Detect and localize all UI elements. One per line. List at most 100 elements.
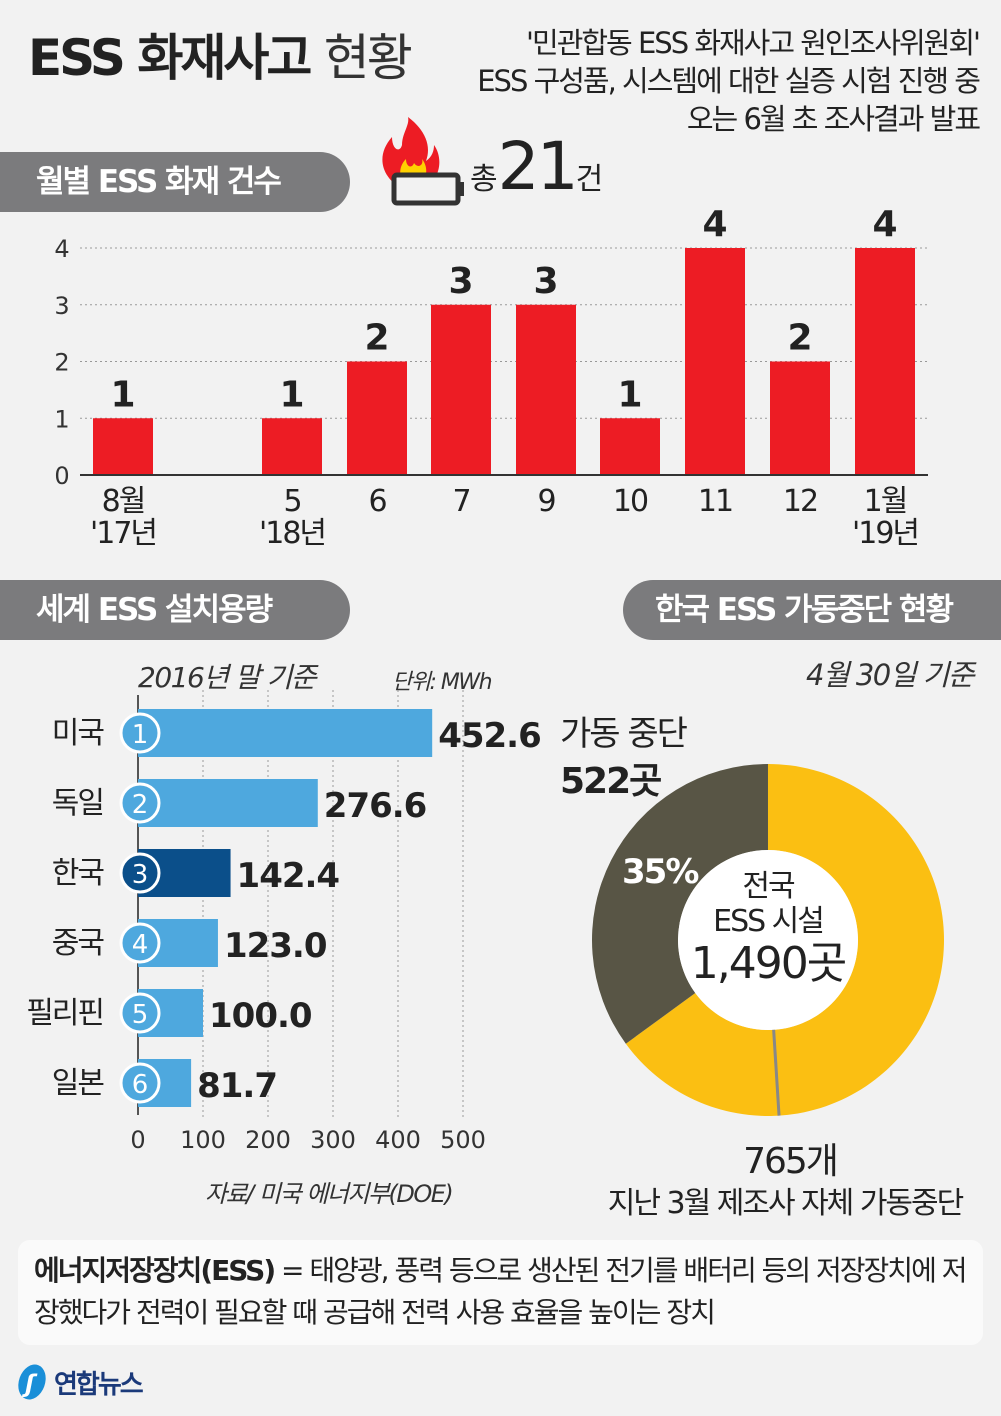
rank-number: 4 [132,930,149,960]
x-tick-label: 7 [452,484,469,519]
data-label: 4 [702,204,727,245]
source-note: 자료/ 미국 에너지부(DOE) [205,1180,454,1208]
y-tick-label: 2 [54,349,69,377]
subtitle: '민관합동 ESS 화재사고 원인조사위원회' ESS 구성품, 시스템에 대한… [477,24,981,138]
x-tick-label: 400 [375,1126,421,1154]
bar [431,304,491,475]
bar [262,418,322,475]
stopped-label: 가동 중단 [560,714,688,754]
slice-operating [625,764,944,1116]
category-label: 독일 [52,786,103,821]
slice-stopped [592,764,768,1044]
value-label: 142.4 [237,856,340,896]
bar [138,709,433,757]
total-fires: 총21건 [470,128,603,205]
section-header-korea-shutdown: 한국 ESS 가동중단 현황 [623,580,1001,640]
data-label: 1 [279,374,304,415]
rank-number: 2 [132,790,149,820]
rank-number: 5 [132,1000,149,1030]
x-tick-label: 300 [310,1126,356,1154]
x-tick-label: 200 [245,1126,291,1154]
x-tick-label: 6 [368,484,386,519]
logo-text: 연합뉴스 [54,1369,144,1400]
title-bold: ESS 화재사고 [28,29,312,87]
bar [516,304,576,475]
data-label: 1 [617,374,642,415]
rank-badge [119,922,161,964]
x-tick-label: 9 [537,484,554,519]
rank-badge [119,992,161,1034]
subtitle-line: 오는 6월 초 조사결과 발표 [686,102,981,136]
title-light: 현황 [323,29,413,87]
definition-text: = 태양광, 풍력 등으로 생산된 전기를 배터리 등의 저장장치에 저장했다가… [34,1254,967,1329]
shutdown-donut-chart [592,764,944,1116]
x-tick-label: 100 [180,1126,226,1154]
section-header-monthly-fires: 월별 ESS 화재 건수 [0,152,350,212]
x-tick-label: 12 [783,484,817,519]
yonhap-logo-icon: ʃ [18,1364,46,1400]
rank-badge [119,782,161,824]
x-tick-label: 10 [613,484,648,519]
bar [770,361,830,475]
rank-number: 3 [132,860,149,890]
x-tick-label: 0 [130,1126,145,1154]
x-tick-label: 8월 [102,484,145,519]
value-label: 123.0 [224,926,327,966]
category-label: 일본 [52,1066,104,1101]
x-tick-label: 500 [440,1126,486,1154]
rank-badge [119,852,161,894]
rank-badge [119,712,161,754]
value-label: 81.7 [197,1066,277,1106]
center-line1: 전국 [742,869,795,904]
capacity-unit: 단위: MWh [392,670,493,695]
value-label: 276.6 [324,786,427,826]
definition-term: 에너지저장장치(ESS) [34,1254,276,1287]
x-tick-label: '19년 [852,516,918,551]
y-tick-label: 0 [54,462,69,490]
x-tick-label: 11 [698,484,732,519]
x-tick-label: '17년 [90,516,156,551]
x-tick-label: 5 [283,484,300,519]
data-label: 1 [110,374,135,415]
percent-label: 35% [622,852,699,892]
marker-line [772,1029,781,1116]
callout-value: 765개 [743,1141,839,1182]
bar [685,248,745,475]
center-value: 1,490곳 [690,938,847,989]
x-tick-label: 1월 [864,484,907,519]
total-prefix: 총 [470,162,498,197]
bar [855,248,915,475]
data-label: 2 [787,318,812,359]
capacity-bar-chart: 0 100 200 300 400 500 1 미국 452.6 2 독일 276.6 3 한국 142.4… [26,690,542,1154]
bar [93,418,153,475]
total-suffix: 건 [575,162,604,197]
stopped-value: 522곳 [560,761,662,802]
category-label: 중국 [52,926,105,961]
data-label: 2 [364,318,389,359]
donut-center-label: 전국 ESS 시설 1,490곳 [668,870,868,988]
value-label: 452.6 [438,716,541,756]
shutdown-basis: 4월 30일 기준 [805,658,975,692]
rank-number: 6 [132,1070,149,1100]
donut-hole [678,850,858,1030]
callout-text: 지난 3월 제조사 자체 가동중단 [607,1186,964,1221]
bar [138,779,318,827]
section-header-world-capacity: 세계 ESS 설치용량 [0,580,350,640]
category-label: 미국 [52,716,105,751]
data-label: 4 [872,204,897,245]
value-label: 100.0 [209,996,312,1036]
data-label: 3 [448,261,473,302]
definition-box: 에너지저장장치(ESS) = 태양광, 풍력 등으로 생산된 전기를 배터리 등… [18,1240,983,1345]
page-title: ESS 화재사고 현황 [28,18,413,90]
capacity-basis: 2016년 말 기준 [138,661,317,694]
bar [600,418,660,475]
rank-badge [119,1062,161,1104]
rank-number: 1 [132,720,149,750]
bar [347,361,407,475]
category-label: 한국 [52,856,105,891]
subtitle-line: '민관합동 ESS 화재사고 원인조사위원회' [526,26,981,60]
center-line2: ESS 시설 [713,904,825,939]
data-label: 3 [533,261,558,302]
